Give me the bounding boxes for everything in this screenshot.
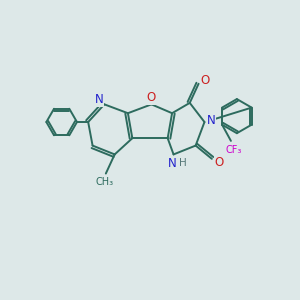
Text: N: N [95, 93, 103, 106]
Text: N: N [168, 157, 176, 170]
Text: CF₃: CF₃ [225, 145, 242, 155]
Text: H: H [178, 158, 186, 168]
Text: O: O [147, 92, 156, 104]
Text: O: O [214, 156, 224, 169]
Text: N: N [207, 114, 215, 127]
Text: CH₃: CH₃ [95, 177, 113, 188]
Text: O: O [200, 74, 210, 87]
